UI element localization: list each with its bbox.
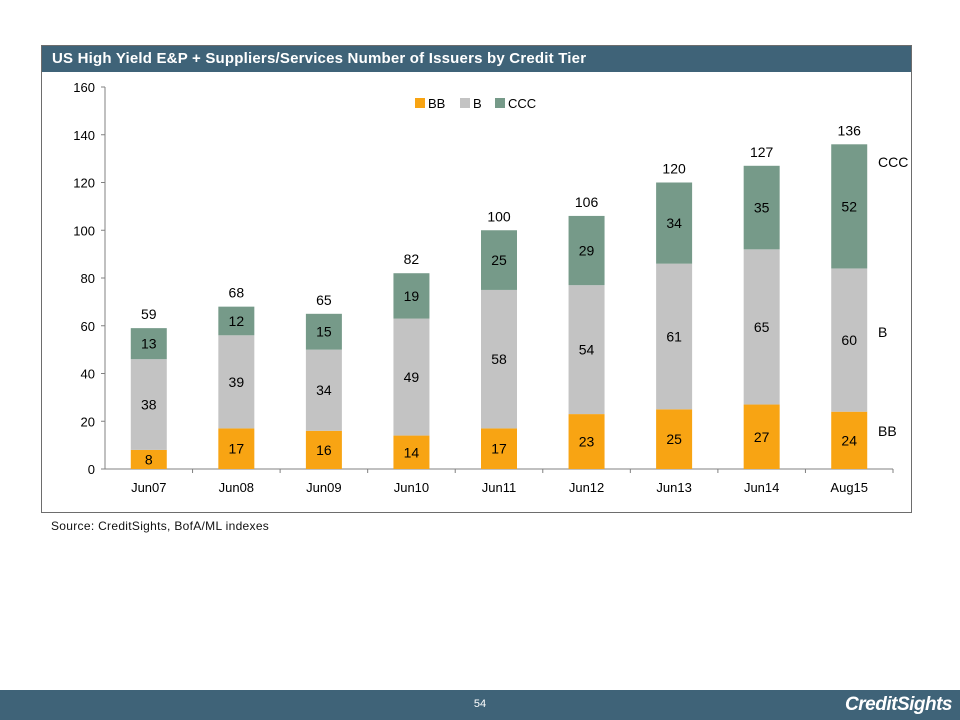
x-tick-label: Jun08 bbox=[219, 480, 254, 495]
bar-bb bbox=[481, 428, 517, 469]
bar-value-label: 25 bbox=[491, 252, 507, 268]
bar-value-label: 34 bbox=[316, 382, 332, 398]
bar-ccc bbox=[393, 273, 430, 319]
source-note: Source: CreditSights, BofA/ML indexes bbox=[51, 519, 270, 533]
bar-b bbox=[130, 359, 167, 450]
right-label-ccc: CCC bbox=[878, 154, 908, 170]
bar-bb bbox=[218, 428, 255, 469]
bar-bb bbox=[831, 411, 868, 469]
bar-bb bbox=[305, 430, 342, 469]
bar-value-label: 13 bbox=[141, 336, 157, 352]
bar-value-label: 12 bbox=[229, 313, 245, 329]
total-label: 59 bbox=[141, 306, 157, 322]
bar-ccc bbox=[481, 230, 517, 290]
bar-ccc bbox=[305, 313, 342, 350]
bar-bb bbox=[743, 404, 780, 469]
bar-b bbox=[393, 318, 430, 436]
bar-value-label: 38 bbox=[141, 397, 157, 413]
total-label: 120 bbox=[662, 161, 686, 177]
bar-b bbox=[831, 268, 868, 412]
bar-ccc bbox=[743, 165, 780, 250]
total-label: 127 bbox=[750, 144, 774, 160]
legend-label-ccc: CCC bbox=[508, 96, 536, 111]
total-label: 106 bbox=[575, 194, 599, 210]
bar-b bbox=[481, 289, 517, 429]
chart-title: US High Yield E&P + Suppliers/Services N… bbox=[42, 46, 911, 72]
bar-value-label: 27 bbox=[754, 429, 770, 445]
y-tick-label: 100 bbox=[73, 223, 95, 238]
legend-swatch-bb bbox=[415, 98, 425, 108]
bar-value-label: 25 bbox=[666, 431, 682, 447]
x-tick-label: Jun11 bbox=[482, 480, 516, 495]
y-tick-label: 160 bbox=[73, 80, 95, 95]
bar-bb bbox=[568, 414, 605, 469]
legend-label-bb: BB bbox=[428, 96, 445, 111]
bar-value-label: 52 bbox=[841, 198, 857, 214]
bar-ccc bbox=[831, 144, 868, 269]
bar-value-label: 19 bbox=[404, 288, 420, 304]
bar-value-label: 39 bbox=[229, 374, 245, 390]
total-label: 82 bbox=[404, 251, 420, 267]
bar-b bbox=[305, 349, 342, 431]
y-tick-label: 20 bbox=[81, 414, 95, 429]
total-label: 68 bbox=[229, 285, 245, 301]
bar-bb bbox=[130, 449, 167, 469]
x-tick-label: Jun13 bbox=[656, 480, 691, 495]
footer-bar: 54 CreditSights bbox=[0, 690, 960, 720]
bar-value-label: 61 bbox=[666, 328, 682, 344]
bar-b bbox=[743, 249, 780, 405]
bar-value-label: 34 bbox=[666, 215, 682, 231]
bar-value-label: 23 bbox=[579, 434, 595, 450]
bar-b bbox=[218, 335, 255, 429]
x-tick-label: Jun10 bbox=[394, 480, 429, 495]
total-label: 65 bbox=[316, 292, 332, 308]
bar-value-label: 54 bbox=[579, 342, 595, 358]
bar-value-label: 29 bbox=[579, 243, 595, 259]
bar-bb bbox=[393, 435, 430, 469]
bar-value-label: 17 bbox=[491, 441, 507, 457]
brand-logo: CreditSights bbox=[845, 694, 952, 715]
y-tick-label: 120 bbox=[73, 176, 95, 191]
bar-value-label: 15 bbox=[316, 324, 332, 340]
bar-bb bbox=[656, 409, 693, 469]
bar-b bbox=[568, 285, 605, 415]
bar-value-label: 8 bbox=[145, 451, 153, 467]
y-tick-label: 0 bbox=[88, 462, 95, 477]
legend-label-b: B bbox=[473, 96, 482, 111]
right-label-bb: BB bbox=[878, 423, 897, 439]
bar-value-label: 49 bbox=[404, 369, 420, 385]
bar-value-label: 60 bbox=[841, 332, 857, 348]
y-tick-label: 40 bbox=[81, 367, 95, 382]
bar-ccc bbox=[130, 328, 167, 360]
bar-value-label: 58 bbox=[491, 351, 507, 367]
right-label-b: B bbox=[878, 324, 887, 340]
bar-value-label: 65 bbox=[754, 319, 770, 335]
bar-ccc bbox=[218, 306, 255, 336]
bar-value-label: 24 bbox=[841, 432, 857, 448]
total-label: 100 bbox=[487, 208, 511, 224]
x-tick-label: Jun07 bbox=[131, 480, 166, 495]
y-tick-label: 80 bbox=[81, 271, 95, 286]
bar-value-label: 16 bbox=[316, 442, 332, 458]
bar-value-label: 14 bbox=[404, 444, 420, 460]
x-tick-label: Aug15 bbox=[830, 480, 868, 495]
bar-value-label: 35 bbox=[754, 200, 770, 216]
bar-value-label: 17 bbox=[229, 441, 245, 457]
bar-b bbox=[656, 263, 693, 410]
x-tick-label: Jun14 bbox=[744, 480, 779, 495]
legend-swatch-b bbox=[460, 98, 470, 108]
y-tick-label: 140 bbox=[73, 128, 95, 143]
x-tick-label: Jun12 bbox=[569, 480, 604, 495]
total-label: 136 bbox=[838, 122, 862, 138]
legend-swatch-ccc bbox=[495, 98, 505, 108]
bar-ccc bbox=[568, 215, 605, 286]
page-number: 54 bbox=[473, 698, 487, 710]
y-tick-label: 60 bbox=[81, 319, 95, 334]
x-tick-label: Jun09 bbox=[306, 480, 341, 495]
bar-ccc bbox=[656, 182, 693, 264]
